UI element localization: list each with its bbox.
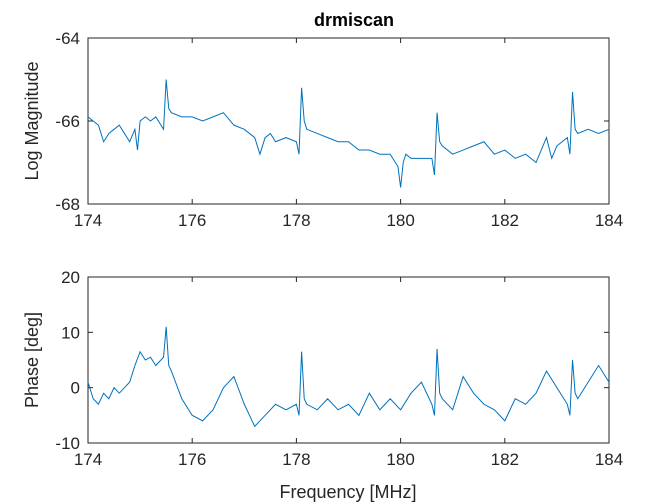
phase-ytick-label: 20 [61, 268, 80, 287]
magnitude-xtick-label: 178 [282, 211, 310, 230]
magnitude-plot-box [87, 37, 610, 205]
phase-ytick-label: 10 [61, 323, 80, 342]
magnitude-ticks [87, 37, 610, 205]
magnitude-panel: 174 176 178 180 182 184 -68 -66 -64 Log Magnitud… [22, 29, 623, 230]
phase-panel: 174 176 178 180 182 184 -10 0 10 20 Phase [deg] [22, 268, 623, 469]
phase-series-line [87, 326, 610, 428]
magnitude-ytick-label: -68 [55, 195, 80, 214]
phase-xtick-label: 184 [595, 450, 623, 469]
magnitude-tick-labels: 174 176 178 180 182 184 -68 -66 -64 [55, 29, 623, 230]
magnitude-xtick-label: 182 [491, 211, 519, 230]
phase-xtick-label: 180 [386, 450, 414, 469]
phase-ytick-label: -10 [55, 434, 80, 453]
phase-plot-box [87, 276, 610, 444]
magnitude-xtick-label: 176 [178, 211, 206, 230]
phase-xtick-label: 174 [74, 450, 102, 469]
magnitude-series-line [87, 79, 610, 188]
magnitude-ytick-label: -64 [55, 29, 80, 48]
magnitude-ylabel: Log Magnitude [22, 61, 42, 180]
magnitude-ytick-label: -66 [55, 112, 80, 131]
phase-xtick-label: 176 [178, 450, 206, 469]
magnitude-xtick-label: 174 [74, 211, 102, 230]
magnitude-xtick-label: 180 [386, 211, 414, 230]
phase-xtick-label: 182 [491, 450, 519, 469]
phase-ylabel: Phase [deg] [22, 312, 42, 408]
magnitude-xtick-label: 184 [595, 211, 623, 230]
phase-ticks [87, 276, 610, 444]
phase-xtick-label: 178 [282, 450, 310, 469]
phase-tick-labels: 174 176 178 180 182 184 -10 0 10 20 [55, 268, 623, 469]
figure-title: drmiscan [314, 10, 394, 30]
figure-xlabel: Frequency [MHz] [279, 482, 416, 502]
phase-ytick-label: 0 [71, 379, 80, 398]
